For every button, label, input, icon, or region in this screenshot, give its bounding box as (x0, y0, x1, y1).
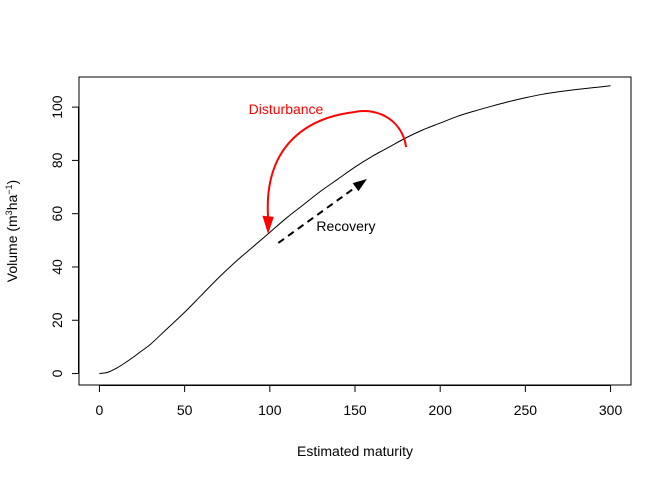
y-tick-label: 80 (49, 152, 65, 168)
x-tick-label: 250 (514, 402, 538, 418)
x-tick-label: 0 (96, 402, 104, 418)
y-label-sup1: 3 (4, 210, 14, 215)
y-label-prefix: Volume (m (4, 215, 20, 282)
recovery-label: Recovery (316, 218, 375, 234)
y-tick-label: 60 (49, 206, 65, 222)
x-tick-label: 50 (177, 402, 193, 418)
disturbance-arrow (266, 110, 408, 219)
disturbance-label: Disturbance (249, 101, 324, 117)
y-tick-label: 40 (49, 259, 65, 275)
y-axis-label: Volume (m3ha−1) (4, 180, 20, 282)
y-tick-label: 20 (49, 312, 65, 328)
y-axis: 0 20 40 60 80 100 (49, 95, 79, 377)
y-label-middle: ha (4, 195, 20, 211)
recovery-arrow (277, 184, 360, 244)
y-tick-label: 100 (49, 95, 65, 119)
x-tick-label: 300 (599, 402, 623, 418)
y-label-sup2: −1 (4, 184, 14, 194)
recovery-arrowhead (352, 179, 367, 192)
y-tick-label: 0 (49, 369, 65, 377)
x-axis-label: Estimated maturity (297, 443, 413, 459)
x-tick-label: 150 (343, 402, 367, 418)
x-tick-label: 100 (258, 402, 282, 418)
y-label-suffix: ) (4, 180, 20, 185)
x-tick-label: 200 (429, 402, 453, 418)
series-line (99, 85, 611, 375)
disturbance-arrowhead (262, 215, 274, 234)
x-axis: 0 50 100 150 200 250 300 (96, 385, 623, 418)
